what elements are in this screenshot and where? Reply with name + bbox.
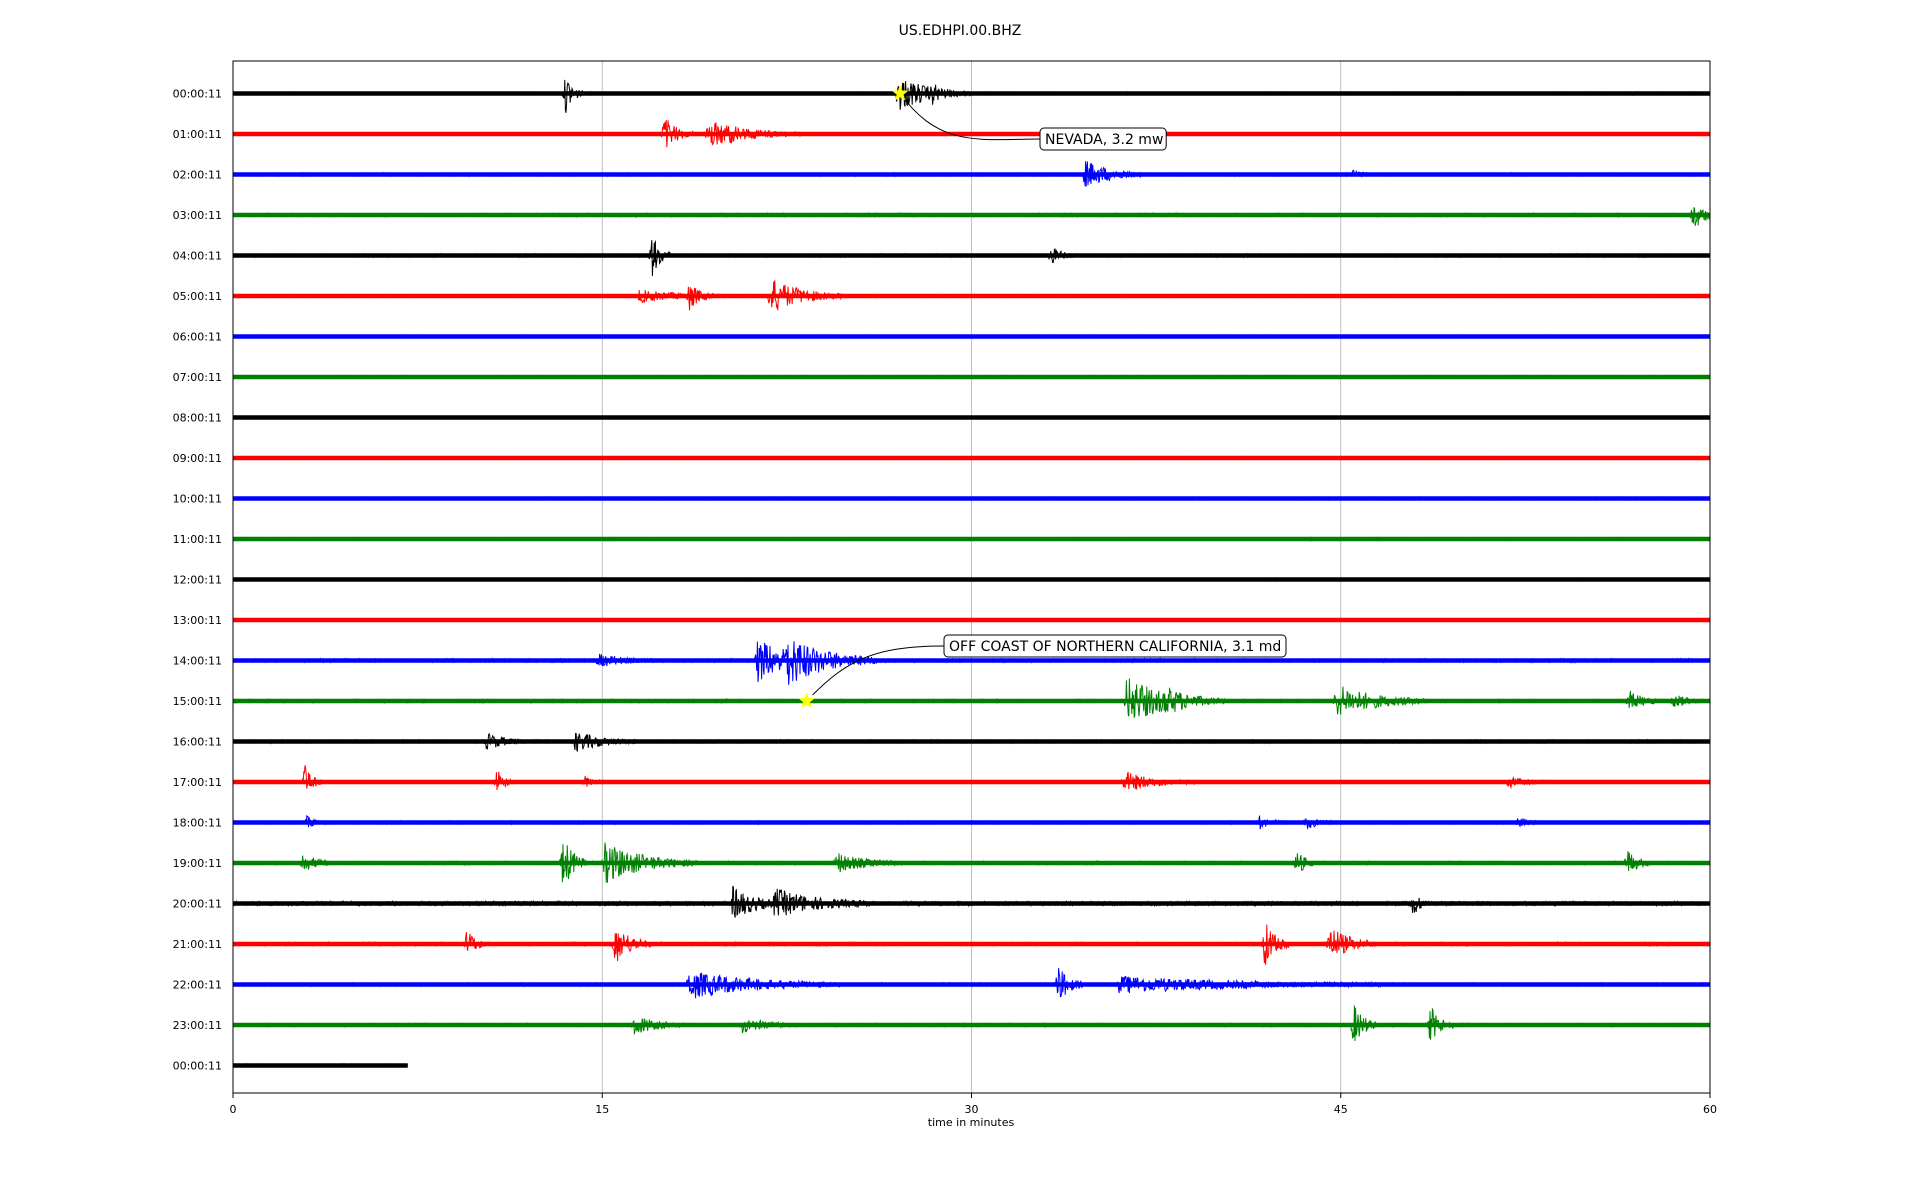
x-tick-label: 15 bbox=[595, 1103, 609, 1116]
seismic-trace bbox=[232, 576, 1711, 583]
seismic-trace bbox=[232, 885, 1711, 918]
row-time-label: 19:00:11 bbox=[173, 857, 222, 870]
x-tick-label: 45 bbox=[1334, 1103, 1348, 1116]
row-time-label: 21:00:11 bbox=[173, 938, 222, 951]
event-star-marker bbox=[798, 692, 815, 709]
row-time-label: 06:00:11 bbox=[173, 331, 222, 344]
trace-layer bbox=[232, 79, 1711, 1069]
seismic-trace bbox=[232, 814, 1710, 830]
seismic-trace bbox=[232, 414, 1710, 421]
seismic-trace bbox=[232, 455, 1711, 461]
x-tick-label: 30 bbox=[965, 1103, 979, 1116]
row-time-label: 10:00:11 bbox=[173, 493, 222, 506]
row-time-label: 16:00:11 bbox=[173, 736, 222, 749]
seismic-trace bbox=[232, 207, 1711, 226]
x-axis: 0 15 30 45 60 bbox=[230, 1093, 1717, 1116]
seismic-trace bbox=[232, 1005, 1710, 1042]
row-time-label: 12:00:11 bbox=[173, 574, 222, 587]
seismic-trace bbox=[232, 280, 1710, 311]
row-labels: 00:00:11 01:00:11 02:00:11 03:00:11 04:00:11… bbox=[173, 88, 222, 1073]
seismic-trace bbox=[232, 333, 1711, 340]
annotation-connector bbox=[812, 645, 945, 696]
chart-title: US.EDHPI.00.BHZ bbox=[899, 23, 1022, 39]
seismic-trace bbox=[232, 678, 1710, 718]
row-time-label: 03:00:11 bbox=[173, 209, 222, 222]
seismic-trace bbox=[232, 765, 1711, 790]
event-star-marker bbox=[891, 84, 909, 101]
row-time-label: 01:00:11 bbox=[173, 128, 222, 141]
annotation-label: NEVADA, 3.2 mw bbox=[1045, 132, 1163, 148]
row-time-label: 22:00:11 bbox=[173, 979, 222, 992]
row-time-label: 00:00:11 bbox=[173, 1060, 222, 1073]
row-time-label: 11:00:11 bbox=[173, 533, 222, 546]
seismic-trace bbox=[232, 79, 1710, 113]
seismic-trace bbox=[232, 924, 1711, 965]
x-tick-label: 0 bbox=[230, 1103, 237, 1116]
seismic-trace bbox=[232, 119, 1711, 148]
row-time-label: 23:00:11 bbox=[173, 1019, 222, 1032]
seismic-trace bbox=[232, 1062, 409, 1069]
seismic-trace bbox=[232, 374, 1710, 380]
seismic-trace bbox=[232, 968, 1710, 999]
row-time-label: 15:00:11 bbox=[173, 695, 222, 708]
annotation-box bbox=[1039, 127, 1167, 151]
row-time-label: 18:00:11 bbox=[173, 817, 222, 830]
seismic-trace bbox=[232, 842, 1710, 883]
annotation-label: OFF COAST OF NORTHERN CALIFORNIA, 3.1 md bbox=[949, 639, 1281, 655]
row-time-label: 14:00:11 bbox=[173, 655, 222, 668]
annotation-box bbox=[943, 634, 1287, 658]
row-time-label: 07:00:11 bbox=[173, 371, 222, 384]
seismic-trace bbox=[232, 536, 1710, 542]
seismic-trace bbox=[232, 732, 1710, 752]
row-time-label: 00:00:11 bbox=[173, 88, 222, 101]
event-annotations: NEVADA, 3.2 mw OFF COAST OF NORTHERN CALI… bbox=[798, 84, 1287, 709]
annotation-connector bbox=[899, 93, 1041, 141]
row-time-label: 17:00:11 bbox=[173, 776, 222, 789]
row-time-label: 02:00:11 bbox=[173, 169, 222, 182]
row-time-label: 09:00:11 bbox=[173, 452, 222, 465]
row-time-label: 04:00:11 bbox=[173, 250, 222, 263]
seismic-trace bbox=[232, 495, 1710, 502]
seismic-trace bbox=[232, 240, 1711, 277]
row-time-label: 20:00:11 bbox=[173, 898, 222, 911]
x-axis-label: time in minutes bbox=[928, 1116, 1015, 1129]
row-time-label: 13:00:11 bbox=[173, 614, 222, 627]
x-tick-label: 60 bbox=[1703, 1103, 1717, 1116]
row-time-label: 08:00:11 bbox=[173, 412, 222, 425]
grid-lines bbox=[601, 61, 1342, 1093]
seismic-trace bbox=[232, 641, 1710, 685]
seismic-trace bbox=[232, 617, 1711, 623]
seismic-trace bbox=[232, 161, 1710, 187]
row-time-label: 05:00:11 bbox=[173, 290, 222, 303]
